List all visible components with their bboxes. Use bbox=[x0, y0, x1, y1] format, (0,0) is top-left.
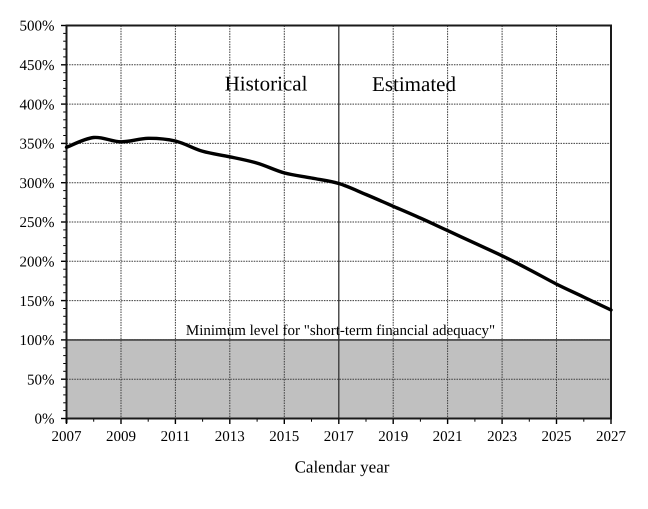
svg-text:2017: 2017 bbox=[324, 429, 355, 445]
svg-text:2015: 2015 bbox=[269, 429, 299, 445]
svg-text:2021: 2021 bbox=[433, 429, 463, 445]
svg-text:Calendar year: Calendar year bbox=[295, 458, 390, 477]
svg-text:2023: 2023 bbox=[487, 429, 517, 445]
svg-text:Minimum level for "short-term: Minimum level for "short-term financial … bbox=[186, 323, 495, 339]
svg-text:150%: 150% bbox=[20, 294, 55, 310]
svg-text:400%: 400% bbox=[20, 97, 55, 113]
svg-text:100%: 100% bbox=[20, 333, 55, 349]
svg-text:50%: 50% bbox=[27, 372, 55, 388]
svg-text:350%: 350% bbox=[20, 137, 55, 153]
svg-text:300%: 300% bbox=[20, 176, 55, 192]
svg-text:2027: 2027 bbox=[596, 429, 627, 445]
svg-text:2009: 2009 bbox=[106, 429, 136, 445]
svg-text:250%: 250% bbox=[20, 215, 55, 231]
svg-text:2019: 2019 bbox=[378, 429, 408, 445]
svg-text:200%: 200% bbox=[20, 255, 55, 271]
svg-text:Estimated: Estimated bbox=[372, 72, 456, 96]
svg-text:2011: 2011 bbox=[161, 429, 190, 445]
svg-text:500%: 500% bbox=[20, 19, 55, 35]
svg-text:2013: 2013 bbox=[215, 429, 245, 445]
svg-text:0%: 0% bbox=[35, 412, 55, 428]
svg-text:Historical: Historical bbox=[225, 72, 308, 96]
svg-text:450%: 450% bbox=[20, 58, 55, 74]
svg-text:2025: 2025 bbox=[542, 429, 572, 445]
svg-text:2007: 2007 bbox=[52, 429, 83, 445]
